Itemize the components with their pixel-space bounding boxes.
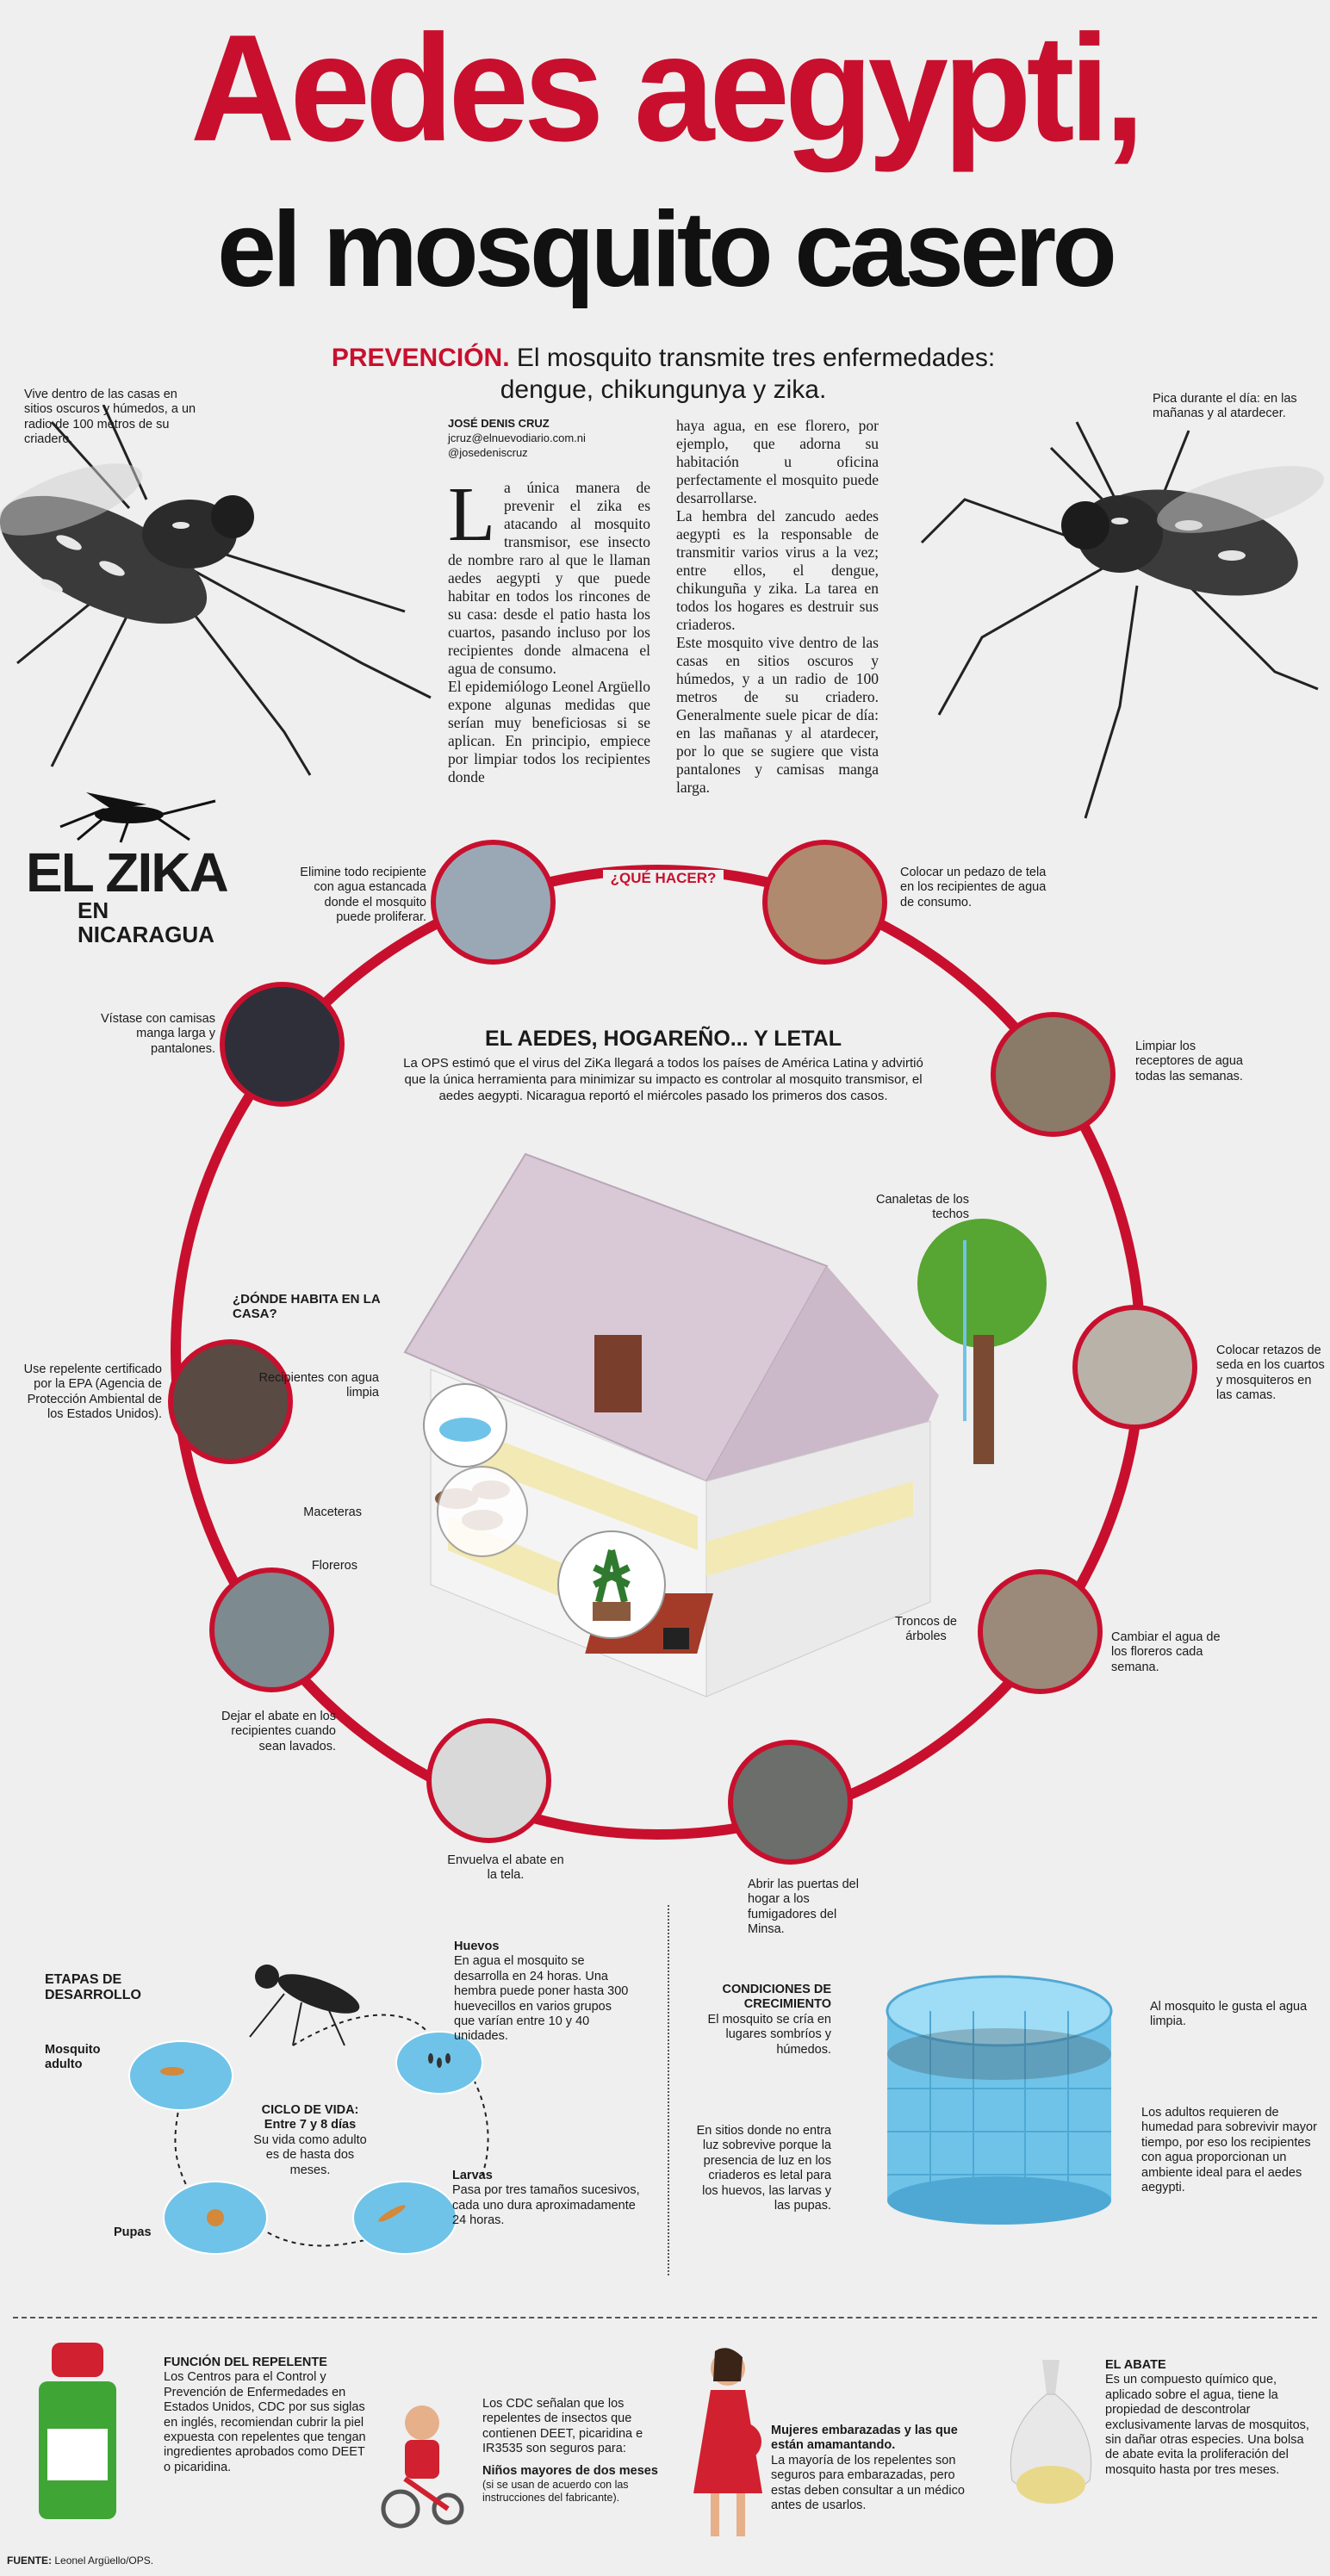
logo-line-1: EL ZIKA (26, 841, 229, 903)
house-illustration (403, 1152, 1047, 1698)
label-floreros: Floreros (311, 1559, 357, 1573)
life-cycle-center: CICLO DE VIDA: Entre 7 y 8 días Su vida … (245, 2103, 375, 2178)
article-col1-p2: El epidemiólogo Leonel Argüello expone a… (448, 678, 650, 785)
label-canaletas: Canaletas de los techos (875, 1193, 969, 1222)
source-text: Leonel Argüello/OPS. (54, 2554, 154, 2567)
conditions-block: CONDICIONES DE CRECIMIENTO El mosquito s… (685, 1983, 831, 2058)
article-col2-p3: Este mosquito vive dentro de las casas e… (676, 634, 879, 796)
mujeres-text: La mayoría de los repelentes son seguros… (771, 2453, 965, 2512)
title-line-2: el mosquito casero (216, 190, 1117, 309)
mujeres-block: Mujeres embarazadas y las que están amam… (771, 2424, 969, 2513)
article-col2-p1: haya agua, en ese florero, por ejemplo, … (676, 417, 879, 506)
repelente-text: Los Centros para el Control y Prevención… (164, 2370, 366, 2474)
title-line-1: Aedes aegypti, (190, 3, 1145, 173)
label-maceteras: Maceteras (303, 1505, 362, 1519)
stage-huevos: Huevos En agua el mosquito se desarrolla… (454, 1940, 635, 2045)
mosquito-right-illustration (920, 421, 1324, 819)
article-col2-p2: La hembra del zancudo aedes aegypti es l… (676, 507, 879, 633)
ring-item-10: Vístase con camisas manga larga y pantal… (101, 1012, 215, 1056)
ring-item-1: Elimine todo recipiente con agua estanca… (300, 866, 426, 925)
conditions-text-2: En sitios donde no entra luz sobrevive p… (696, 2124, 831, 2213)
byline-author: JOSÉ DENIS CRUZ (448, 417, 550, 430)
cdc-block: Los CDC señalan que los repelentes de in… (482, 2397, 668, 2505)
photo-net (1072, 1305, 1197, 1430)
stage-pupas: Pupas (114, 2225, 152, 2239)
side-note-right: Pica durante el día: en las mañanas y al… (1153, 392, 1297, 421)
photo-abate-container (209, 1567, 334, 1692)
ciclo-title: CICLO DE VIDA: Entre 7 y 8 días (261, 2103, 359, 2132)
article-column-1: L a única manera de prevenir el zika es … (448, 472, 650, 786)
logo-mosquito-icon (59, 792, 216, 843)
dropcap: L (448, 472, 495, 557)
conditions-right-1: Al mosquito le gusta el agua limpia. (1150, 2000, 1308, 2029)
label-troncos: Troncos de árboles (895, 1615, 957, 1644)
byline-email[interactable]: jcruz@elnuevodiario.com.ni (448, 431, 586, 444)
ring-label: ¿QUÉ HACER? (603, 870, 724, 887)
repelente-title: FUNCIÓN DEL REPELENTE (164, 2356, 327, 2369)
huevos-text: En agua el mosquito se desarrolla en 24 … (454, 1954, 629, 2044)
ninos-title: Niños mayores de dos meses (482, 2463, 658, 2478)
abate-block: EL ABATE Es un compuesto químico que, ap… (1105, 2358, 1312, 2478)
abate-title: EL ABATE (1105, 2358, 1166, 2372)
abate-text: Es un compuesto químico que, aplicado so… (1105, 2373, 1309, 2477)
source-label: FUENTE: (7, 2554, 52, 2567)
deck: PREVENCIÓN. El mosquito transmite tres e… (293, 343, 1034, 406)
ring-intro: La OPS estimó que el virus del ZiKa lleg… (403, 1056, 923, 1103)
child-tricycle-illustration (381, 2405, 464, 2529)
label-recipientes: Recipientes con agua limpia (258, 1371, 379, 1400)
zika-logo: EL ZIKA EN NICARAGUA (26, 792, 241, 947)
ring-heading: EL AEDES, HOGAREÑO... Y LETAL (485, 1027, 842, 1051)
cdc-text: Los CDC señalan que los repelentes de in… (482, 2397, 643, 2456)
photo-cleaning (991, 1012, 1116, 1137)
photo-abate-cloth (426, 1718, 551, 1843)
house-question: ¿DÓNDE HABITA EN LA CASA? (233, 1292, 381, 1321)
ring-item-4: Colocar retazos de seda en los cuartos y… (1216, 1344, 1325, 1403)
logo-line-2: EN NICARAGUA (78, 897, 214, 948)
stage-adulto: Mosquito adulto (45, 2043, 101, 2072)
huevos-title: Huevos (454, 1940, 500, 1953)
byline-handle[interactable]: @josedeniscruz (448, 445, 528, 459)
photo-cloth (762, 840, 887, 965)
life-cycle-diagram (128, 1965, 489, 2255)
source-line: FUENTE: Leonel Argüello/OPS. (7, 2554, 153, 2567)
abate-bag-illustration (1010, 2360, 1092, 2504)
footer-divider (13, 2317, 1317, 2318)
pregnant-woman-illustration (693, 2348, 762, 2536)
byline: JOSÉ DENIS CRUZ jcruz@elnuevodiario.com.… (448, 417, 663, 461)
article-column-2: haya agua, en ese florero, por ejemplo, … (676, 417, 879, 797)
photo-long-sleeves (220, 982, 345, 1107)
conditions-title: CONDICIONES DE CRECIMIENTO (722, 1983, 832, 2012)
repelente-block: FUNCIÓN DEL REPELENTE Los Centros para e… (164, 2356, 366, 2475)
photo-repellent (168, 1339, 293, 1464)
conditions-right-2: Los adultos requieren de humedad para so… (1141, 2106, 1317, 2194)
stages-title: ETAPAS DE DESARROLLO (45, 1972, 141, 2002)
conditions-text-1: El mosquito se cría en lugares sombríos … (707, 2012, 831, 2057)
ring-item-7: Envuelva el abate en la tela. (447, 1853, 564, 1883)
mosquito-left-illustration (0, 405, 432, 776)
ring-item-9: Use repelente certificado por la EPA (Ag… (23, 1362, 162, 1422)
section-divider (668, 1905, 669, 2275)
larvas-text: Pasa por tres tamaños sucesivos, cada un… (452, 2183, 640, 2228)
side-note-left: Vive dentro de las casas en sitios oscur… (24, 388, 196, 447)
repellent-bottle-illustration (39, 2343, 116, 2519)
ciclo-text: Su vida como adulto es de hasta dos mese… (253, 2132, 367, 2177)
ring-item-6: Abrir las puertas del hogar a los fumiga… (748, 1878, 859, 1937)
mujeres-title: Mujeres embarazadas y las que están amam… (771, 2424, 958, 2453)
ring-item-8: Dejar el abate en los recipientes cuando… (221, 1710, 336, 1754)
photo-vase (978, 1569, 1103, 1694)
ninos-note: (si se usan de acuerdo con las instrucci… (482, 2478, 629, 2504)
photo-bottles (431, 840, 556, 965)
water-container-illustration (886, 1975, 1113, 2225)
ring-item-5: Cambiar el agua de los floreros cada sem… (1111, 1630, 1221, 1674)
deck-text: El mosquito transmite tres enfermedades:… (500, 344, 996, 404)
stage-larvas: Larvas Pasa por tres tamaños sucesivos, … (452, 2169, 642, 2229)
ring-item-2: Colocar un pedazo de tela en los recipie… (900, 866, 1047, 909)
ring-item-3: Limpiar los receptores de agua todas las… (1135, 1040, 1243, 1083)
deck-kicker: PREVENCIÓN. (331, 344, 510, 372)
larvas-title: Larvas (452, 2169, 493, 2182)
photo-fumigation (728, 1740, 853, 1865)
article-col1-p1: a única manera de prevenir el zika es at… (448, 479, 650, 677)
